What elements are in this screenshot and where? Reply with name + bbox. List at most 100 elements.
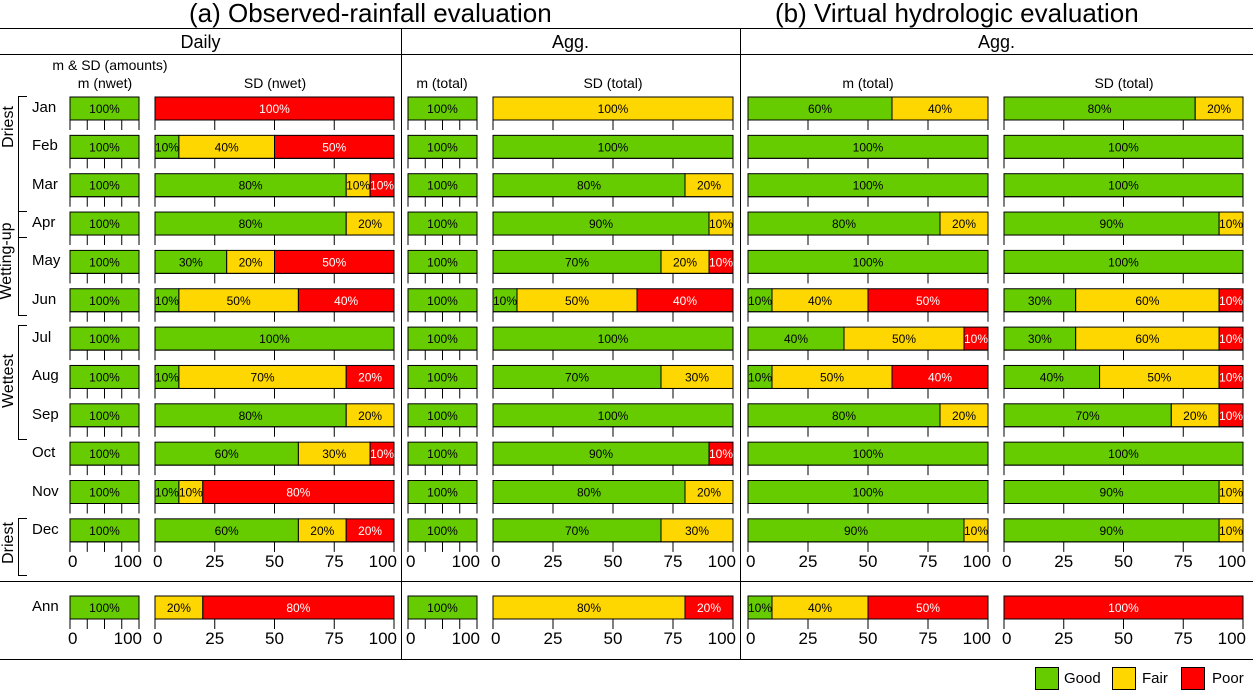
bar-label-sd_total_b-aug-fair: 50%	[1147, 370, 1171, 384]
bar-label-m_total_a-jul-good: 100%	[427, 332, 458, 346]
bar-label-sd_nwet-dec-poor: 20%	[358, 524, 382, 538]
bar-label-m_total_b-nov-good: 100%	[853, 486, 884, 500]
bar-label-m_total_b-jun-good: 10%	[748, 294, 772, 308]
bar-label-sd_total_a-jun-good: 10%	[493, 294, 517, 308]
tick-label-sd_total_b-ann-50: 50	[1114, 629, 1133, 648]
tick-label-sd_total_a-ann-50: 50	[604, 629, 623, 648]
section-agg-a: Agg.	[551, 32, 590, 52]
bar-label-sd_total_b-oct-good: 100%	[1108, 447, 1139, 461]
bar-label-m_total_b-may-good: 100%	[853, 255, 884, 269]
bar-label-sd_total_a-may-good: 70%	[565, 255, 589, 269]
bar-label-m_total_b-sep-good: 80%	[832, 409, 856, 423]
header-sd-total-a: SD (total)	[583, 75, 643, 91]
legend-swatch-fair	[1112, 667, 1136, 690]
bar-label-sd_total_b-jan-fair: 20%	[1207, 102, 1231, 116]
bar-label-sd_nwet-aug-fair: 70%	[251, 370, 275, 384]
bracket-wetting-up	[18, 211, 27, 316]
bar-label-m_nwet-jan-good: 100%	[89, 102, 120, 116]
bar-label-m_total_a-oct-good: 100%	[427, 447, 458, 461]
tick-label-sd_nwet-ann-100: 100	[369, 629, 397, 648]
divider-a-b	[740, 28, 741, 659]
bar-label-sd_total_b-may-good: 100%	[1108, 255, 1139, 269]
tick-label-sd_total_a-ann-75: 75	[664, 629, 683, 648]
bar-label-sd_total_b-apr-good: 90%	[1100, 217, 1124, 231]
bar-label-m_nwet-dec-good: 100%	[89, 524, 120, 538]
bar-label-sd_nwet-ann-poor: 80%	[286, 601, 310, 615]
tick-label-sd_total_b-ann-25: 25	[1054, 629, 1073, 648]
title-b: (b) Virtual hydrologic evaluation	[775, 0, 1139, 28]
bar-label-sd_nwet-apr-fair: 20%	[358, 217, 382, 231]
bar-label-m_nwet-jul-good: 100%	[89, 332, 120, 346]
title-a: (a) Observed-rainfall evaluation	[189, 0, 552, 28]
bar-label-m_total_b-ann-poor: 50%	[916, 601, 940, 615]
bar-label-m_total_b-dec-good: 90%	[844, 524, 868, 538]
tick-label-m_total_b-monthly-75: 75	[919, 552, 938, 571]
bar-label-sd_total_b-jul-poor: 10%	[1219, 332, 1243, 346]
divider-top	[0, 28, 1253, 29]
bar-label-sd_nwet-may-poor: 50%	[322, 255, 346, 269]
bar-label-sd_nwet-feb-poor: 50%	[322, 140, 346, 154]
bar-label-m_total_b-aug-poor: 40%	[928, 370, 952, 384]
tick-label-m_total_a-ann-0: 0	[406, 629, 415, 648]
tick-label-sd_total_b-ann-75: 75	[1174, 629, 1193, 648]
month-label-jun: Jun	[32, 290, 57, 308]
tick-label-m_total_b-monthly-50: 50	[859, 552, 878, 571]
header-amounts-note: m & SD (amounts)	[52, 57, 168, 73]
tick-label-sd_nwet-monthly-25: 25	[205, 552, 224, 571]
bar-label-sd_total_a-feb-good: 100%	[598, 140, 629, 154]
month-label-mar: Mar	[32, 175, 58, 193]
bar-label-sd_nwet-aug-poor: 20%	[358, 370, 382, 384]
tick-label-sd_total_a-ann-100: 100	[708, 629, 736, 648]
bar-label-sd_nwet-may-good: 30%	[179, 255, 203, 269]
bracket-driest-1	[18, 96, 27, 238]
bar-label-m_total_b-jan-good: 60%	[808, 102, 832, 116]
bar-label-sd_total_a-jul-good: 100%	[598, 332, 629, 346]
bar-label-sd_total_a-nov-good: 80%	[577, 486, 601, 500]
tick-label-sd_total_a-ann-25: 25	[544, 629, 563, 648]
tick-label-sd_total_b-ann-0: 0	[1002, 629, 1011, 648]
bar-label-sd_nwet-jun-fair: 50%	[227, 294, 251, 308]
month-label-oct: Oct	[32, 444, 56, 462]
bar-label-m_total_b-jun-fair: 40%	[808, 294, 832, 308]
bar-label-m_total_b-mar-good: 100%	[853, 179, 884, 193]
bar-label-m_total_b-jul-poor: 10%	[964, 332, 988, 346]
bar-label-sd_total_b-jun-good: 30%	[1028, 294, 1052, 308]
tick-label-sd_nwet-monthly-0: 0	[153, 552, 162, 571]
bar-label-sd_total_b-jun-fair: 60%	[1135, 294, 1159, 308]
bar-label-sd_nwet-mar-poor: 10%	[370, 179, 394, 193]
tick-label-m_nwet-monthly-0: 0	[68, 552, 77, 571]
bar-label-sd_total_a-may-fair: 20%	[673, 255, 697, 269]
header-sd-total-b: SD (total)	[1094, 75, 1154, 91]
bar-label-sd_total_a-mar-fair: 20%	[697, 179, 721, 193]
section-daily: Daily	[180, 32, 221, 52]
tick-label-m_total_b-ann-50: 50	[859, 629, 878, 648]
divider-header	[0, 54, 1253, 55]
month-label-apr: Apr	[32, 214, 56, 232]
bar-label-sd_nwet-jun-poor: 40%	[334, 294, 358, 308]
tick-label-sd_nwet-monthly-100: 100	[369, 552, 397, 571]
tick-label-sd_total_a-monthly-0: 0	[491, 552, 500, 571]
month-label-nov: Nov	[32, 482, 59, 500]
bar-label-sd_nwet-oct-poor: 10%	[370, 447, 394, 461]
bar-label-sd_nwet-nov-good: 10%	[155, 486, 179, 500]
bar-label-sd_nwet-may-fair: 20%	[239, 255, 263, 269]
bar-label-m_nwet-may-good: 100%	[89, 255, 120, 269]
tick-label-m_total_b-monthly-0: 0	[746, 552, 755, 571]
bar-label-sd_nwet-dec-good: 60%	[215, 524, 239, 538]
bar-label-sd_total_a-dec-good: 70%	[565, 524, 589, 538]
tick-label-sd_total_a-monthly-75: 75	[664, 552, 683, 571]
bar-label-sd_total_b-aug-good: 40%	[1040, 370, 1064, 384]
tick-label-m_nwet-ann-100: 100	[114, 629, 142, 648]
section-agg-b: Agg.	[977, 32, 1016, 52]
bar-label-m_nwet-oct-good: 100%	[89, 447, 120, 461]
bar-label-sd_total_a-ann-poor: 20%	[697, 601, 721, 615]
bar-label-sd_nwet-sep-fair: 20%	[358, 409, 382, 423]
legend-label-poor: Poor	[1212, 670, 1244, 687]
bar-label-m_total_a-may-good: 100%	[427, 255, 458, 269]
bar-label-m_total_a-nov-good: 100%	[427, 486, 458, 500]
tick-label-sd_total_b-monthly-75: 75	[1174, 552, 1193, 571]
bar-label-sd_nwet-mar-fair: 10%	[346, 179, 370, 193]
header-m-nwet: m (nwet)	[77, 75, 133, 91]
bracket-driest-2	[18, 518, 27, 576]
bar-label-sd_total_a-oct-good: 90%	[589, 447, 613, 461]
